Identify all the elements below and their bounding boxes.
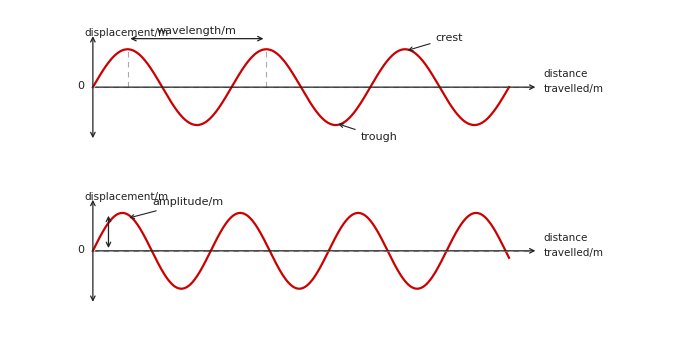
Text: amplitude/m: amplitude/m bbox=[130, 197, 224, 219]
Text: trough: trough bbox=[340, 124, 397, 142]
Text: wavelength/m: wavelength/m bbox=[157, 26, 237, 36]
Text: displacement/m: displacement/m bbox=[85, 192, 168, 202]
Text: travelled/m: travelled/m bbox=[544, 84, 604, 94]
Text: travelled/m: travelled/m bbox=[544, 248, 604, 258]
Text: distance: distance bbox=[544, 69, 588, 79]
Text: crest: crest bbox=[409, 33, 463, 51]
Text: displacement/m: displacement/m bbox=[85, 28, 168, 39]
Text: distance: distance bbox=[544, 233, 588, 242]
Text: 0: 0 bbox=[77, 245, 85, 255]
Text: 0: 0 bbox=[77, 81, 85, 91]
